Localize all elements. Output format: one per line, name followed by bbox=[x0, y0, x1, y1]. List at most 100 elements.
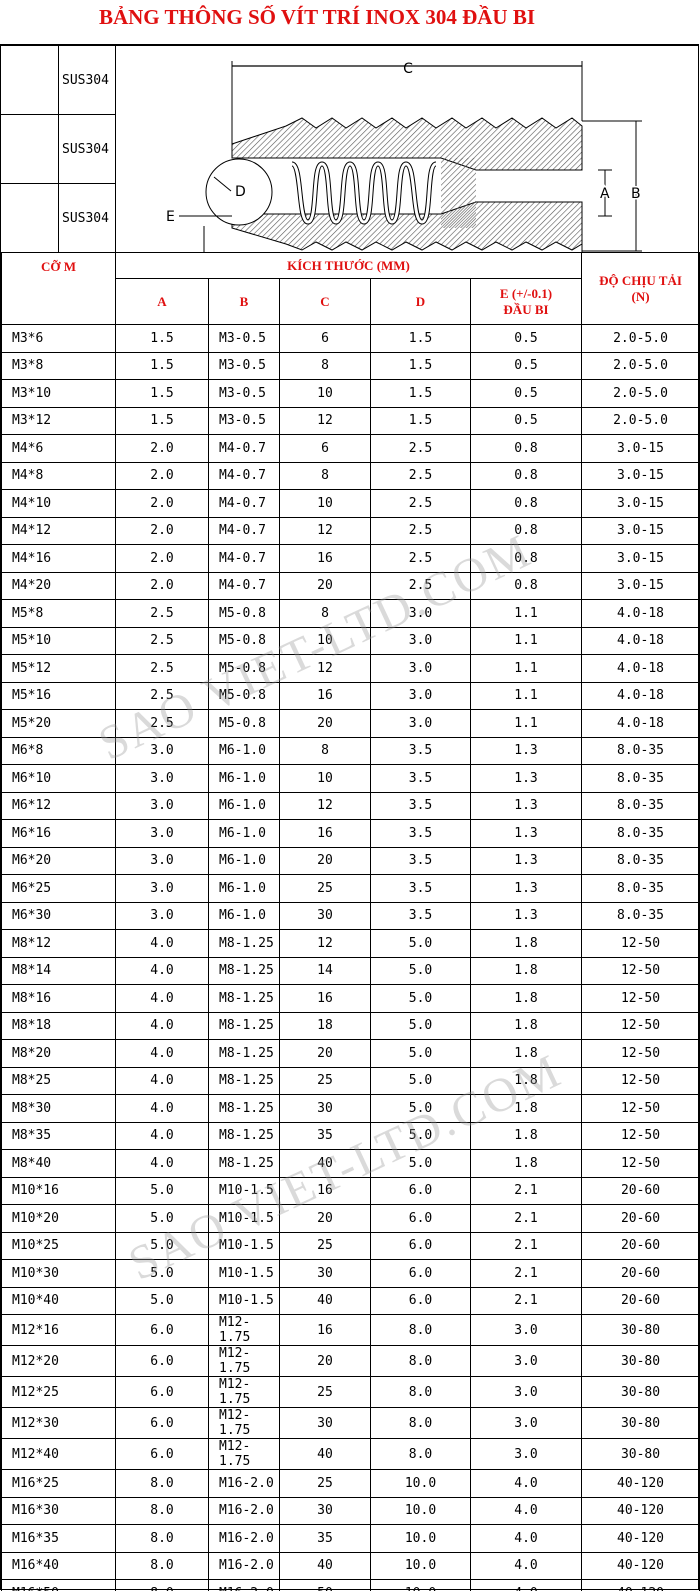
table-row: M8*12 4.0 M8-1.25 12 5.0 1.8 12-50 bbox=[1, 929, 700, 958]
cell-b: M6-1.0 bbox=[208, 846, 280, 875]
material-label: SUS304 bbox=[58, 184, 109, 252]
table-row: M16*30 8.0 M16-2.0 30 10.0 4.0 40-120 bbox=[1, 1496, 700, 1525]
cell-b: M6-1.0 bbox=[208, 736, 280, 765]
cell-a: 5.0 bbox=[115, 1259, 209, 1288]
cell-load: 4.0-18 bbox=[581, 626, 700, 655]
cell-e: 2.1 bbox=[469, 1259, 583, 1288]
cell-b: M5-0.8 bbox=[208, 626, 280, 655]
cell-c: 50 bbox=[279, 1579, 371, 1591]
cell-load: 2.0-5.0 bbox=[581, 379, 700, 408]
cell-e: 1.1 bbox=[469, 599, 583, 628]
cell-b: M3-0.5 bbox=[208, 351, 280, 380]
table-row: M10*25 5.0 M10-1.5 25 6.0 2.1 20-60 bbox=[1, 1231, 700, 1260]
cell-d: 10.0 bbox=[370, 1551, 471, 1580]
cell-c: 25 bbox=[279, 1231, 371, 1260]
dim-d-label: D bbox=[235, 184, 246, 200]
cell-size: M3*6 bbox=[1, 324, 116, 353]
cell-a: 1.5 bbox=[115, 379, 209, 408]
table-row: M8*30 4.0 M8-1.25 30 5.0 1.8 12-50 bbox=[1, 1094, 700, 1123]
table-row: M10*20 5.0 M10-1.5 20 6.0 2.1 20-60 bbox=[1, 1204, 700, 1233]
cell-d: 2.5 bbox=[370, 434, 471, 463]
cell-load: 3.0-15 bbox=[581, 571, 700, 600]
cell-d: 3.0 bbox=[370, 626, 471, 655]
cell-size: M4*6 bbox=[1, 434, 116, 463]
cell-d: 5.0 bbox=[370, 1011, 471, 1040]
cell-size: M4*10 bbox=[1, 489, 116, 518]
cell-size: M6*20 bbox=[1, 846, 116, 875]
cell-load: 12-50 bbox=[581, 1149, 700, 1178]
cell-size: M5*12 bbox=[1, 654, 116, 683]
cell-load: 12-50 bbox=[581, 1039, 700, 1068]
table-row: M16*25 8.0 M16-2.0 25 10.0 4.0 40-120 bbox=[1, 1469, 700, 1498]
table-row: M8*20 4.0 M8-1.25 20 5.0 1.8 12-50 bbox=[1, 1039, 700, 1068]
table-row: M6*20 3.0 M6-1.0 20 3.5 1.3 8.0-35 bbox=[1, 846, 700, 875]
cell-d: 5.0 bbox=[370, 1121, 471, 1150]
cell-e: 1.3 bbox=[469, 764, 583, 793]
cell-load: 40-120 bbox=[581, 1579, 700, 1591]
cell-c: 30 bbox=[279, 1496, 371, 1525]
cell-d: 3.0 bbox=[370, 709, 471, 738]
cell-c: 16 bbox=[279, 1314, 371, 1346]
header-e: E (+/-0.1) ĐẦU BI bbox=[469, 278, 583, 325]
cell-size: M4*8 bbox=[1, 461, 116, 490]
table-row: M3*6 1.5 M3-0.5 6 1.5 0.5 2.0-5.0 bbox=[1, 324, 700, 353]
cell-a: 4.0 bbox=[115, 1039, 209, 1068]
cell-d: 3.5 bbox=[370, 874, 471, 903]
cell-c: 20 bbox=[279, 571, 371, 600]
material-label: SUS304 bbox=[58, 115, 109, 183]
cell-b: M5-0.8 bbox=[208, 681, 280, 710]
cell-b: M12-1.75 bbox=[208, 1407, 280, 1439]
cell-a: 2.0 bbox=[115, 571, 209, 600]
cell-d: 10.0 bbox=[370, 1496, 471, 1525]
cell-a: 8.0 bbox=[115, 1496, 209, 1525]
spec-table-body: M3*6 1.5 M3-0.5 6 1.5 0.5 2.0-5.0 M3*8 1.5 M3-0.5… bbox=[1, 324, 700, 1591]
cell-a: 8.0 bbox=[115, 1524, 209, 1553]
cell-e: 1.3 bbox=[469, 846, 583, 875]
cell-load: 12-50 bbox=[581, 1066, 700, 1095]
cell-load: 3.0-15 bbox=[581, 461, 700, 490]
table-row: M6*8 3.0 M6-1.0 8 3.5 1.3 8.0-35 bbox=[1, 736, 700, 765]
cell-size: M3*8 bbox=[1, 351, 116, 380]
cell-c: 10 bbox=[279, 379, 371, 408]
cell-c: 30 bbox=[279, 901, 371, 930]
table-row: M12*20 6.0 M12-1.75 20 8.0 3.0 30-80 bbox=[1, 1345, 700, 1377]
cell-c: 35 bbox=[279, 1121, 371, 1150]
cell-b: M8-1.25 bbox=[208, 1039, 280, 1068]
table-row: M6*12 3.0 M6-1.0 12 3.5 1.3 8.0-35 bbox=[1, 791, 700, 820]
cell-a: 2.5 bbox=[115, 709, 209, 738]
cell-d: 3.5 bbox=[370, 819, 471, 848]
cell-e: 3.0 bbox=[469, 1345, 583, 1377]
cell-e: 1.3 bbox=[469, 736, 583, 765]
cell-size: M16*35 bbox=[1, 1524, 116, 1553]
cell-b: M6-1.0 bbox=[208, 901, 280, 930]
cell-a: 6.0 bbox=[115, 1345, 209, 1377]
cell-e: 1.1 bbox=[469, 681, 583, 710]
cell-d: 6.0 bbox=[370, 1231, 471, 1260]
table-row: M12*30 6.0 M12-1.75 30 8.0 3.0 30-80 bbox=[1, 1407, 700, 1439]
cell-b: M3-0.5 bbox=[208, 324, 280, 353]
cell-b: M5-0.8 bbox=[208, 654, 280, 683]
cell-c: 20 bbox=[279, 846, 371, 875]
cell-size: M3*12 bbox=[1, 406, 116, 435]
header-dimensions: KÍCH THƯỚC (MM) bbox=[114, 252, 583, 279]
cell-load: 2.0-5.0 bbox=[581, 324, 700, 353]
cell-b: M16-2.0 bbox=[208, 1496, 280, 1525]
table-row: M5*10 2.5 M5-0.8 10 3.0 1.1 4.0-18 bbox=[1, 626, 700, 655]
cell-c: 8 bbox=[279, 599, 371, 628]
cell-c: 30 bbox=[279, 1407, 371, 1439]
cell-e: 0.8 bbox=[469, 516, 583, 545]
table-row: M10*30 5.0 M10-1.5 30 6.0 2.1 20-60 bbox=[1, 1259, 700, 1288]
cell-d: 8.0 bbox=[370, 1407, 471, 1439]
header-load: ĐỘ CHỊU TẢI (N) bbox=[581, 252, 700, 325]
cell-load: 40-120 bbox=[581, 1496, 700, 1525]
cell-d: 1.5 bbox=[370, 379, 471, 408]
cell-b: M12-1.75 bbox=[208, 1376, 280, 1408]
cell-e: 1.1 bbox=[469, 654, 583, 683]
cell-e: 1.3 bbox=[469, 819, 583, 848]
ball-plunger-drawing: C D E A B bbox=[166, 61, 642, 276]
cell-e: 4.0 bbox=[469, 1524, 583, 1553]
cell-size: M6*8 bbox=[1, 736, 116, 765]
cell-b: M8-1.25 bbox=[208, 1121, 280, 1150]
cell-load: 2.0-5.0 bbox=[581, 351, 700, 380]
cell-c: 20 bbox=[279, 1345, 371, 1377]
